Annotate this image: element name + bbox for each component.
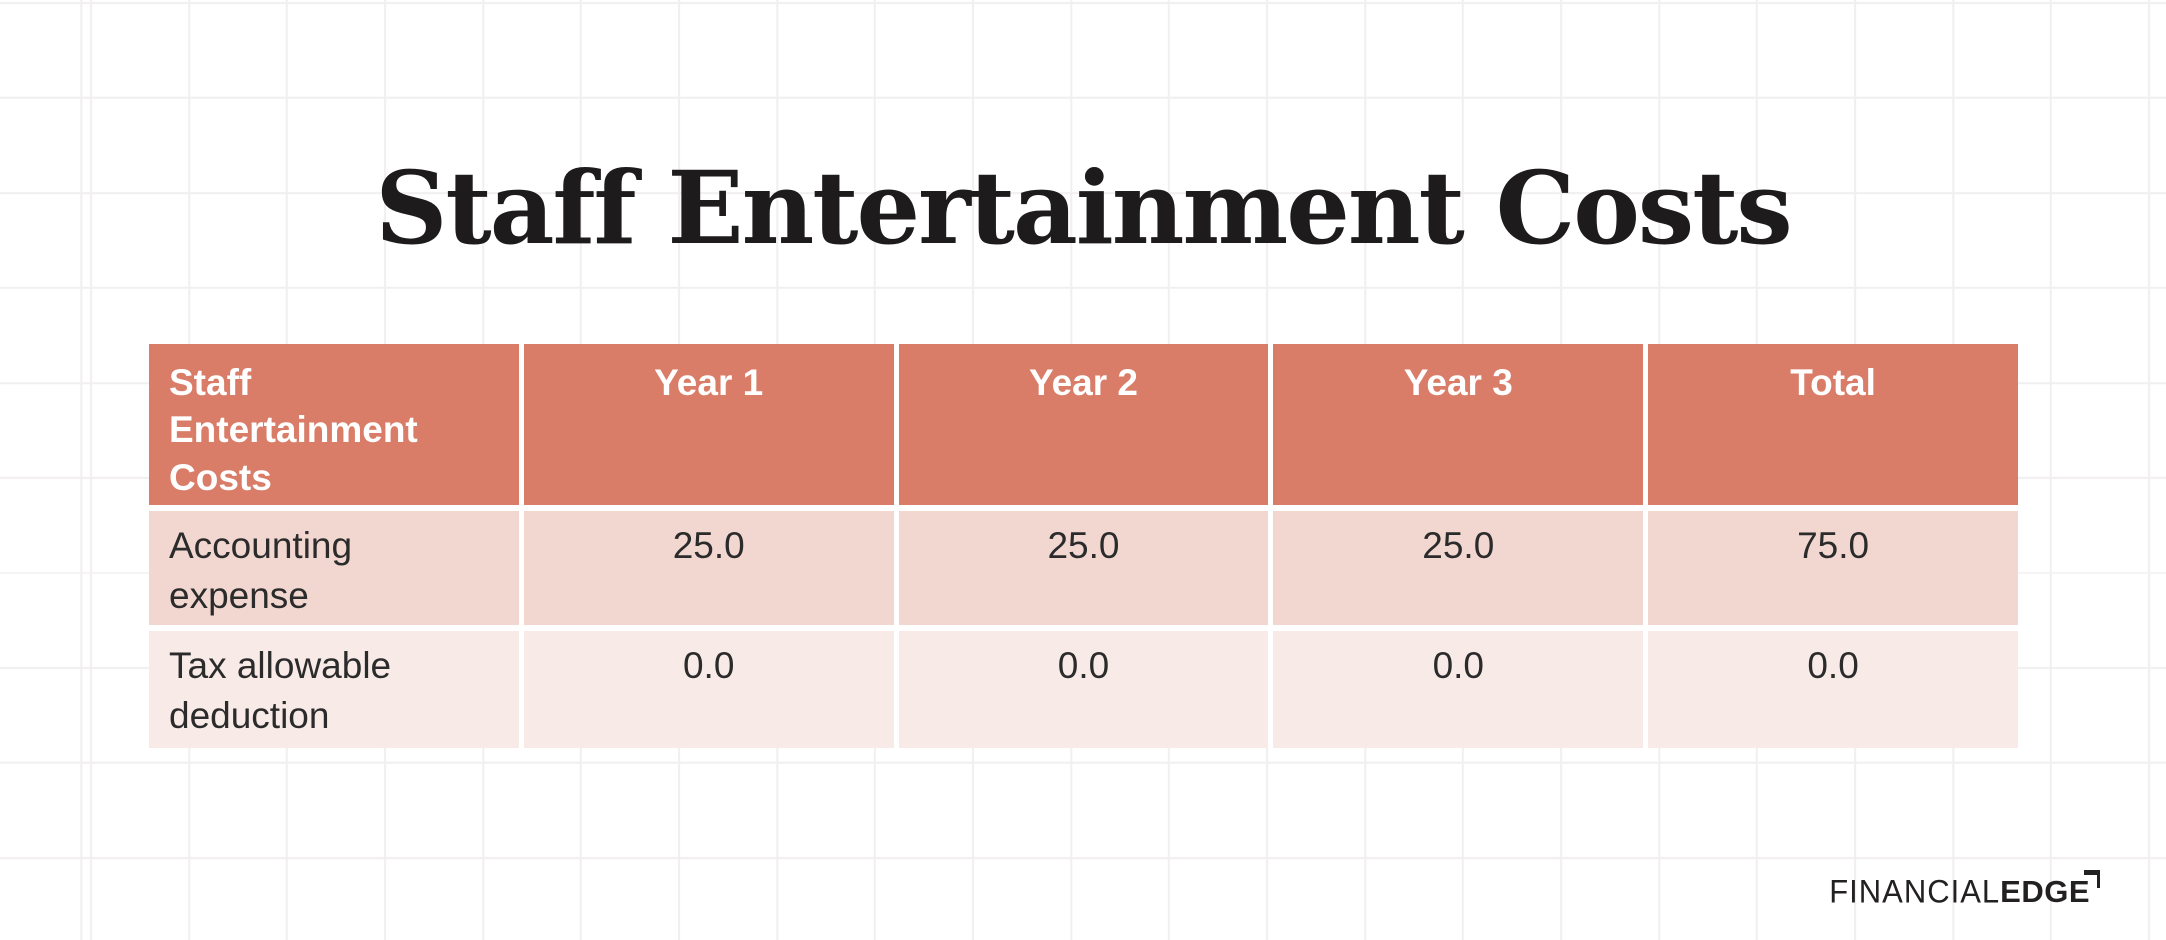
table-header-row: Staff Entertainment Costs Year 1 Year 2 … xyxy=(149,344,2018,506)
logo-corner-bracket-icon xyxy=(2084,870,2100,888)
logo-text-financial: FINANCIAL xyxy=(1829,873,2001,910)
staff-entertainment-costs-table: Staff Entertainment Costs Year 1 Year 2 … xyxy=(149,344,2018,748)
cell-tax-allowable-deduction-total: 0.0 xyxy=(1648,630,2018,748)
row-label-tax-allowable-deduction: Tax allowable deduction xyxy=(149,630,519,748)
financial-edge-logo: FINANCIALEDGE xyxy=(1829,870,2100,910)
page-title: Staff Entertainment Costs xyxy=(375,149,1792,267)
logo-text-edge: EDGE xyxy=(2000,874,2090,909)
cell-accounting-expense-year-3: 25.0 xyxy=(1273,511,1644,625)
header-cell-year-3: Year 3 xyxy=(1273,344,1644,506)
header-cell-staff-entertainment-costs: Staff Entertainment Costs xyxy=(149,344,519,506)
cell-tax-allowable-deduction-year-3: 0.0 xyxy=(1273,630,1644,748)
table-row-tax-allowable-deduction: Tax allowable deduction 0.0 0.0 0.0 0.0 xyxy=(149,630,2018,748)
row-label-accounting-expense: Accounting expense xyxy=(149,511,519,625)
cell-tax-allowable-deduction-year-2: 0.0 xyxy=(898,630,1269,748)
cell-accounting-expense-year-1: 25.0 xyxy=(523,511,894,625)
cell-accounting-expense-total: 75.0 xyxy=(1648,511,2018,625)
header-cell-year-1: Year 1 xyxy=(523,344,894,506)
cell-accounting-expense-year-2: 25.0 xyxy=(898,511,1269,625)
table-row-accounting-expense: Accounting expense 25.0 25.0 25.0 75.0 xyxy=(149,511,2018,625)
header-cell-total: Total xyxy=(1648,344,2018,506)
cell-tax-allowable-deduction-year-1: 0.0 xyxy=(523,630,894,748)
header-cell-year-2: Year 2 xyxy=(898,344,1269,506)
